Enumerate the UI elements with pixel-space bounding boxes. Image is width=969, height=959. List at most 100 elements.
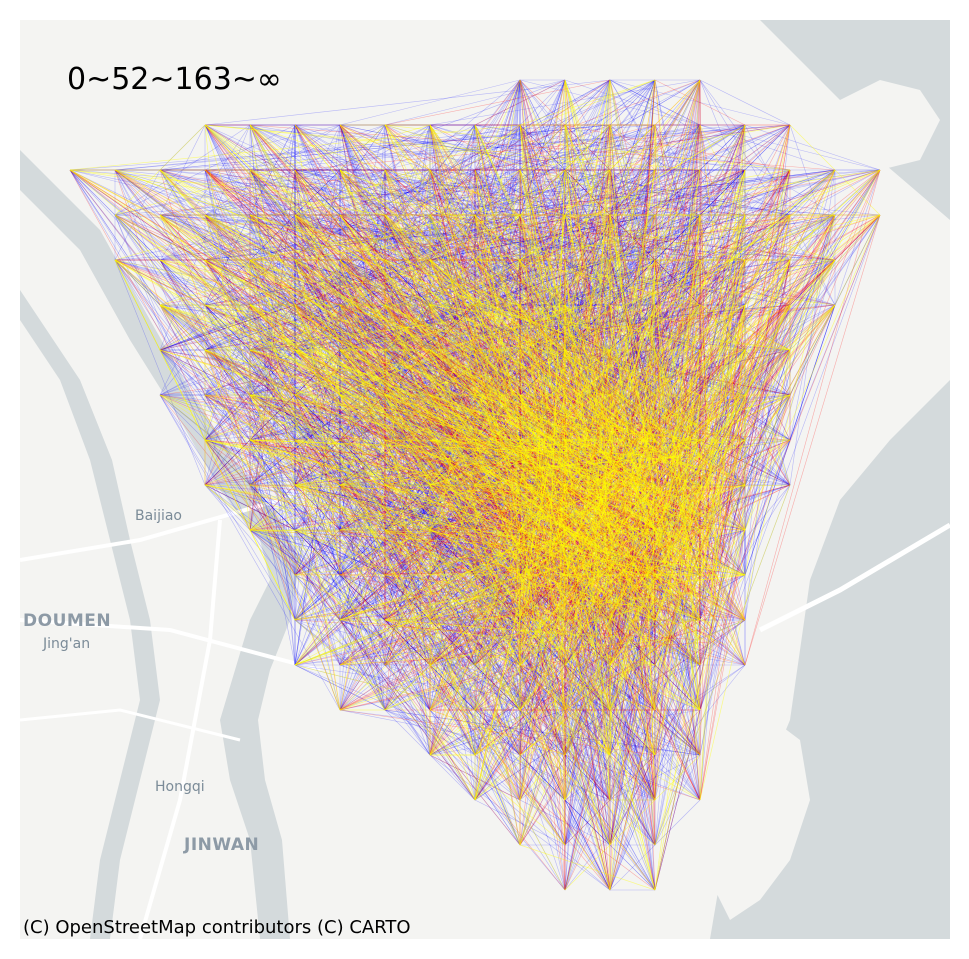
flow-line	[249, 169, 836, 396]
flow-line	[519, 349, 701, 801]
flow-line	[204, 124, 566, 441]
flow-line	[294, 349, 656, 801]
flow-line	[429, 169, 791, 306]
flow-line	[429, 214, 701, 711]
flow-line	[519, 259, 791, 306]
flow-line	[114, 169, 566, 261]
flow-line	[609, 169, 746, 666]
flow-line	[609, 214, 881, 891]
flow-line	[699, 169, 791, 666]
flow-line	[294, 349, 611, 621]
flow-line	[474, 124, 701, 216]
flow-line	[339, 439, 656, 621]
flow-line	[384, 169, 566, 216]
flow-line	[204, 124, 566, 576]
flow-line	[294, 439, 611, 801]
flow-line	[294, 529, 611, 621]
flow-line	[519, 484, 746, 621]
flow-line	[204, 259, 476, 621]
flow-line	[429, 169, 656, 531]
flow-line	[519, 169, 656, 666]
flow-line	[609, 169, 701, 711]
flow-line	[204, 304, 296, 531]
flow-line	[159, 304, 296, 351]
flow-line	[474, 124, 611, 171]
flow-line	[474, 529, 656, 576]
flow-line	[294, 304, 701, 396]
flow-line	[609, 619, 656, 801]
flow-line	[204, 169, 701, 351]
flow-line	[69, 169, 656, 216]
flow-line	[699, 124, 746, 171]
flow-line	[339, 124, 656, 711]
flow-line	[339, 259, 836, 486]
flow-line	[429, 124, 476, 621]
flow-line	[519, 349, 791, 396]
flow-line	[294, 529, 431, 756]
flow-line	[204, 169, 791, 441]
flow-line	[564, 799, 611, 846]
flow-line	[204, 439, 611, 576]
flow-line	[429, 484, 521, 531]
flow-line	[114, 259, 791, 396]
flow-line	[519, 439, 701, 666]
flow-line	[204, 214, 746, 396]
flow-line	[519, 79, 701, 666]
flow-line	[204, 439, 746, 621]
flow-line	[384, 124, 701, 216]
flow-line	[294, 484, 791, 666]
flow-line	[294, 349, 341, 531]
flow-line	[249, 394, 341, 666]
flow-line	[429, 214, 476, 351]
flow-line	[699, 214, 791, 711]
flow-line	[699, 169, 746, 576]
flow-line	[384, 124, 431, 531]
flow-line	[249, 124, 656, 486]
flow-line	[339, 709, 701, 756]
flow-line	[699, 439, 791, 486]
flow-line	[474, 124, 701, 711]
flow-line	[384, 79, 656, 441]
flow-line	[564, 484, 791, 846]
flow-line	[519, 79, 611, 396]
flow-line	[474, 259, 791, 486]
flow-line	[429, 169, 701, 576]
flow-line	[114, 169, 476, 666]
flow-line	[384, 439, 476, 711]
flow-line	[474, 349, 791, 666]
flow-line	[474, 124, 746, 171]
flow-line	[204, 214, 476, 486]
flow-line	[339, 79, 521, 396]
flow-line	[699, 169, 791, 486]
flow-line	[339, 304, 656, 441]
flow-line	[159, 79, 521, 171]
map-frame[interactable]: Baijiao DOUMEN Jing'an Hongqi JINWAN 0~5…	[20, 20, 950, 939]
flow-line	[294, 124, 791, 351]
flow-line	[384, 529, 746, 621]
flow-line	[474, 259, 656, 351]
flow-line	[249, 349, 296, 441]
flow-line	[474, 619, 746, 666]
flow-line	[294, 169, 836, 306]
flow-line	[339, 214, 836, 576]
flow-line	[564, 124, 656, 531]
flow-line	[384, 439, 521, 711]
flow-line	[294, 394, 476, 441]
flow-line	[519, 169, 656, 441]
flow-line	[339, 439, 431, 531]
flow-line	[429, 259, 476, 531]
flow-line	[159, 349, 341, 666]
flow-line	[474, 214, 656, 306]
flow-line	[384, 394, 431, 486]
flow-line	[564, 124, 656, 216]
flow-line	[384, 214, 566, 486]
flow-line	[474, 169, 701, 621]
flow-line	[294, 124, 701, 351]
flow-line	[474, 529, 656, 801]
flow-line	[159, 349, 746, 441]
flow-line	[249, 394, 341, 441]
flow-line	[294, 574, 476, 756]
flow-line	[204, 214, 566, 711]
flow-line	[474, 214, 746, 261]
flow-line	[384, 574, 431, 666]
